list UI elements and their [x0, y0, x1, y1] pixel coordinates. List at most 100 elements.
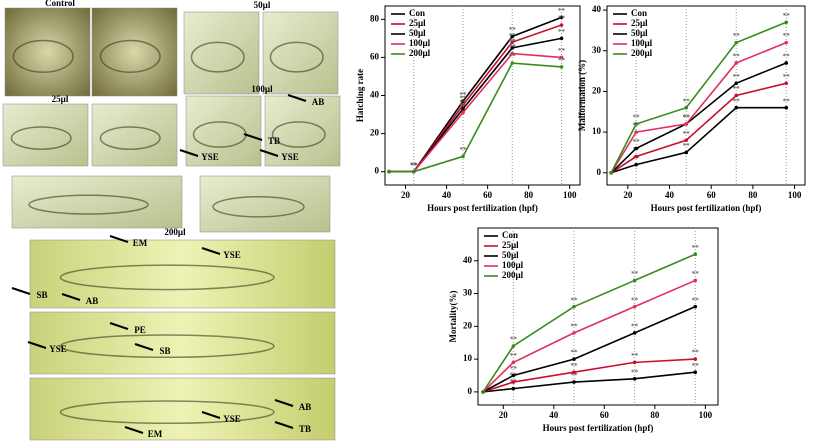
data-point [784, 81, 789, 86]
annotation: AB [86, 296, 99, 306]
x-tick-label: 100 [699, 410, 713, 420]
significance: ** [460, 102, 468, 110]
significance: ** [509, 38, 517, 46]
y-tick-label: 20 [370, 128, 380, 138]
embryo [212, 195, 305, 218]
significance: ** [783, 32, 791, 40]
data-point [559, 65, 564, 69]
significance: ** [733, 53, 741, 61]
micrograph [183, 11, 260, 95]
significance: ** [571, 362, 579, 370]
y-tick-label: 40 [370, 90, 380, 100]
x-tick-label: 40 [549, 410, 559, 420]
significance: ** [633, 138, 641, 146]
embryo [12, 39, 74, 73]
significance: ** [509, 53, 517, 61]
micrograph [185, 95, 262, 167]
arrow [61, 293, 81, 301]
annotation: YSE [201, 152, 219, 162]
annotation: TB [299, 424, 311, 434]
data-point [632, 376, 637, 381]
legend-label: 25µl [631, 18, 648, 28]
data-point [461, 154, 465, 159]
data-point [693, 304, 698, 309]
arrow [243, 133, 263, 141]
data-point [734, 61, 739, 65]
legend-label: 100µl [502, 260, 524, 270]
x-tick-label: 60 [600, 410, 610, 420]
annotation: YSE [281, 152, 299, 162]
data-point [387, 169, 391, 174]
legend-label: 50µl [631, 28, 648, 38]
significance: ** [510, 336, 518, 344]
legend-label: 50µl [502, 250, 519, 260]
annotation: SB [159, 346, 170, 356]
y-tick-label: 0 [597, 167, 602, 177]
embryo [28, 194, 149, 215]
x-tick-label: 80 [650, 410, 660, 420]
y-tick-label: 60 [370, 51, 380, 61]
plot-frame [477, 227, 719, 406]
x-tick-label: 40 [665, 190, 675, 200]
y-tick-label: 10 [592, 126, 602, 136]
significance: ** [631, 368, 639, 376]
x-tick-label: 20 [401, 190, 411, 200]
significance: ** [460, 146, 468, 154]
significance: ** [631, 270, 639, 278]
data-point [734, 105, 739, 110]
x-tick-label: 100 [788, 190, 802, 200]
arrow [259, 149, 279, 157]
data-point [684, 105, 688, 110]
data-point [572, 370, 576, 375]
y-axis-label: Hatching rate [355, 69, 365, 122]
y-axis-label: Mortality(%) [448, 291, 458, 343]
arrow [124, 426, 144, 434]
data-point [510, 46, 515, 50]
significance: ** [558, 47, 566, 55]
significance: ** [410, 161, 418, 169]
significance: ** [733, 97, 741, 105]
micrograph [11, 175, 183, 229]
x-tick-label: 80 [524, 190, 534, 200]
significance: ** [683, 114, 691, 122]
arrow [201, 247, 221, 255]
embryo [59, 334, 275, 359]
significance: ** [733, 85, 741, 93]
significance: ** [783, 97, 791, 105]
series-line [389, 37, 562, 173]
data-point [511, 386, 516, 391]
annotation: YSE [223, 414, 241, 424]
data-point [634, 122, 638, 126]
significance: ** [571, 296, 579, 304]
data-point [632, 278, 637, 283]
significance: ** [692, 270, 700, 278]
y-tick-label: 30 [463, 288, 473, 298]
data-point [511, 344, 516, 348]
micrograph [264, 95, 341, 167]
arrow [274, 421, 294, 429]
annotation: AB [312, 97, 325, 107]
panel-label: 200µl [164, 227, 186, 237]
annotation: EM [148, 429, 163, 439]
significance: ** [633, 114, 641, 122]
data-point [734, 40, 739, 45]
legend-label: 25µl [409, 18, 426, 28]
data-point [634, 130, 638, 134]
arrow [287, 94, 307, 102]
data-point [634, 154, 638, 159]
significance: ** [510, 352, 518, 360]
arrow [27, 341, 47, 349]
y-tick-label: 20 [463, 320, 473, 330]
data-point [411, 169, 416, 174]
x-tick-label: 80 [748, 190, 758, 200]
data-point [634, 162, 638, 167]
data-point [510, 40, 515, 44]
micrograph [91, 103, 178, 167]
significance: ** [733, 32, 741, 40]
y-tick-label: 0 [375, 166, 380, 176]
significance: ** [692, 296, 700, 304]
data-point [632, 331, 637, 335]
data-point [684, 138, 688, 143]
significance: ** [410, 161, 418, 169]
